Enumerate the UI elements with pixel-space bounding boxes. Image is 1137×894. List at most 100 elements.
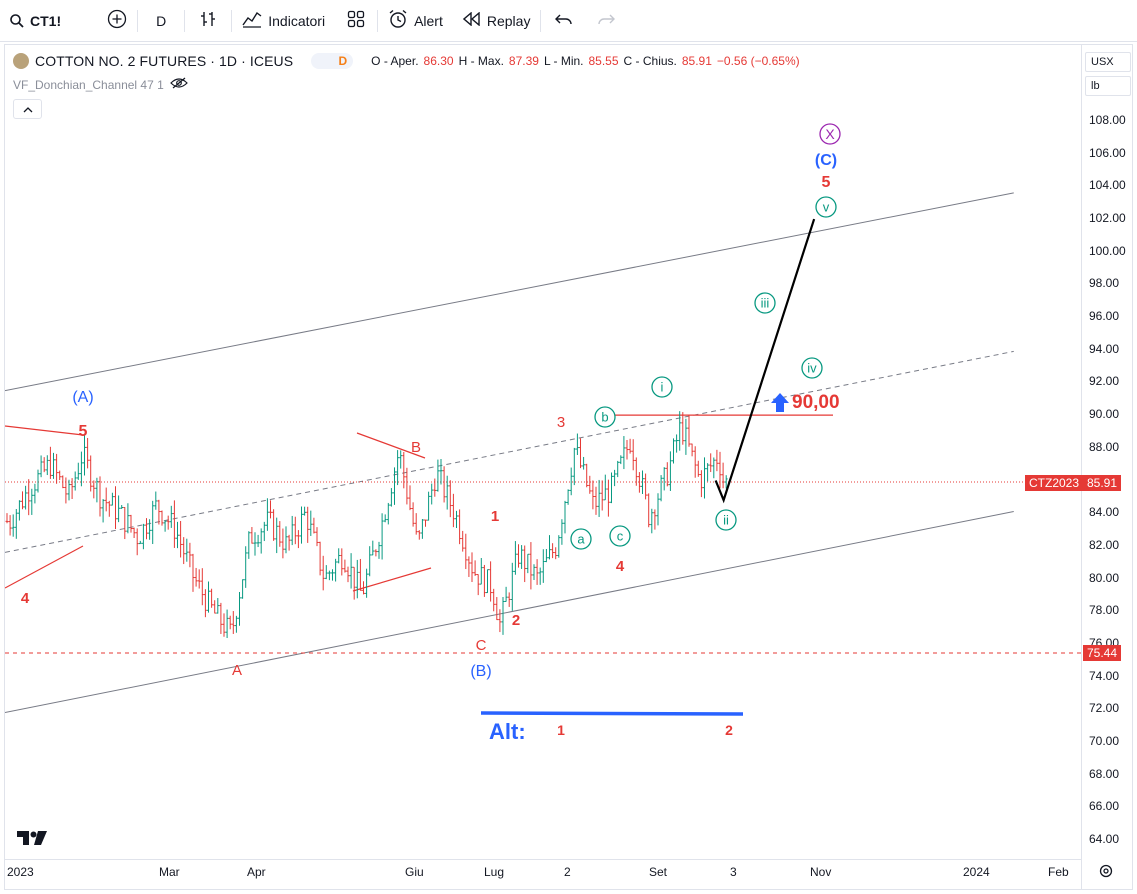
channel-upper-line xyxy=(5,192,1014,392)
price-tick: 80.00 xyxy=(1089,570,1120,585)
wave-label: (C) xyxy=(815,152,837,169)
symbol-search[interactable]: CT1! xyxy=(0,0,71,42)
price-tick: 68.00 xyxy=(1089,766,1120,781)
alarm-clock-icon xyxy=(388,9,408,32)
wave-label-circle xyxy=(819,123,841,145)
wave-label: 4 xyxy=(21,590,30,607)
currency-selector[interactable]: USX xyxy=(1085,52,1131,72)
search-icon xyxy=(10,13,24,28)
price-tick: 94.00 xyxy=(1089,341,1120,356)
wave-label-circle xyxy=(801,357,823,379)
wave-label: C xyxy=(476,637,487,654)
wave-label-circle xyxy=(651,376,673,398)
price-tick: 92.00 xyxy=(1089,374,1120,389)
price-tick: 106.00 xyxy=(1089,145,1126,160)
alt-count-label: Alt: xyxy=(489,719,526,744)
time-tick: Mar xyxy=(159,865,180,879)
undo-button[interactable] xyxy=(541,0,587,42)
open-label: O - Aper. xyxy=(371,54,419,68)
undo-icon xyxy=(555,12,573,29)
low-level-badge: 75.44 xyxy=(1083,645,1122,661)
wave-trendline xyxy=(356,432,426,459)
price-tick: 108.00 xyxy=(1089,113,1126,127)
data-badge[interactable]: D xyxy=(311,53,354,69)
time-tick: Nov xyxy=(810,865,832,879)
eye-hidden-icon[interactable] xyxy=(169,77,188,92)
ohlc-values: O - Aper. 86.30 H - Max. 87.39 L - Min. 85.… xyxy=(371,54,799,68)
wave-label: 1 xyxy=(491,508,499,525)
wave-label: 3 xyxy=(557,414,565,431)
toolbar-divider xyxy=(184,9,186,32)
price-tick: 84.00 xyxy=(1089,505,1120,520)
chart-type-button[interactable] xyxy=(185,0,231,42)
time-tick: 2024 xyxy=(963,865,990,879)
time-tick: 2 xyxy=(564,865,571,879)
price-axis[interactable] xyxy=(1081,45,1132,889)
wave-label: X xyxy=(825,126,835,142)
alert-label: Alert xyxy=(414,12,443,29)
close-label: C - Chius. xyxy=(623,54,677,68)
symbol-label: CT1! xyxy=(30,12,62,29)
time-axis[interactable] xyxy=(5,859,1081,889)
wave-trendline xyxy=(5,545,84,589)
interval-button[interactable]: D xyxy=(138,0,184,42)
wave-label-circle xyxy=(594,406,616,428)
target-price-label: 90,00 xyxy=(792,392,840,413)
wave-label: B xyxy=(411,439,421,456)
wave-label: i xyxy=(661,380,664,395)
price-tick: 70.00 xyxy=(1089,733,1120,748)
price-tick: 88.00 xyxy=(1089,439,1120,454)
time-tick: Apr xyxy=(247,865,266,879)
alert-button[interactable]: Alert xyxy=(378,0,453,42)
top-toolbar: CT1! D Indicatori Alert Repl xyxy=(0,0,1137,42)
toolbar-divider xyxy=(377,9,379,32)
indicators-label: Indicatori xyxy=(268,12,326,29)
wave-label: iv xyxy=(807,361,817,376)
wave-label: 1 xyxy=(557,722,565,738)
wave-label: 2 xyxy=(725,722,733,738)
close-value: 85.91 xyxy=(681,54,712,68)
toolbar-divider xyxy=(540,9,542,32)
wave-label: ii xyxy=(723,513,729,528)
collapse-legend-button[interactable] xyxy=(13,99,42,119)
settings-gear-icon[interactable] xyxy=(1098,863,1114,884)
unit-selector[interactable]: lb xyxy=(1085,76,1131,96)
price-tick: 100.00 xyxy=(1089,243,1126,258)
cotton-logo-icon xyxy=(13,53,29,69)
compare-button[interactable] xyxy=(97,0,137,42)
replay-button[interactable]: Replay xyxy=(453,0,541,42)
time-tick: Giu xyxy=(405,865,424,879)
wave-label: (B) xyxy=(470,663,491,680)
wave-trendline xyxy=(5,425,84,436)
wave-label: A xyxy=(232,662,242,679)
wave-label: 4 xyxy=(616,558,625,575)
grid-layout-icon xyxy=(347,10,365,31)
redo-icon xyxy=(597,12,616,29)
price-tick: 102.00 xyxy=(1089,211,1126,226)
price-tick: 96.00 xyxy=(1089,309,1120,324)
toolbar-divider xyxy=(137,9,139,32)
projection-path xyxy=(714,218,816,504)
wave-trendline xyxy=(352,567,432,592)
low-label: L - Min. xyxy=(543,54,584,68)
time-tick: Set xyxy=(649,865,668,879)
wave-label: 5 xyxy=(822,174,831,191)
interval-label: D xyxy=(156,12,167,29)
redo-button[interactable] xyxy=(587,0,625,42)
indicators-button[interactable]: Indicatori xyxy=(232,0,335,42)
time-tick: 2023 xyxy=(7,865,34,879)
layout-button[interactable] xyxy=(335,0,377,42)
high-value: 87.39 xyxy=(508,54,539,68)
data-badge-label: D xyxy=(338,54,348,68)
rewind-icon xyxy=(462,11,481,29)
chart-panel[interactable]: (A) 5 4 B A C (B) 1 2 3 4 5 (C) 1 2 a b c i ii iii iv v X 90,00 A… xyxy=(4,44,1133,890)
plus-circle-icon xyxy=(107,9,127,32)
channel-middle-line xyxy=(5,350,1014,553)
indicator-legend[interactable]: VF_Donchian_Channel 47 1 xyxy=(13,77,188,92)
open-value: 86.30 xyxy=(423,54,454,68)
price-tick: 64.00 xyxy=(1089,832,1120,846)
instrument-title: COTTON NO. 2 FUTURES · 1D · ICEUS xyxy=(35,53,294,69)
indicator-label: VF_Donchian_Channel 47 1 xyxy=(13,77,164,92)
replay-label: Replay xyxy=(486,12,531,29)
